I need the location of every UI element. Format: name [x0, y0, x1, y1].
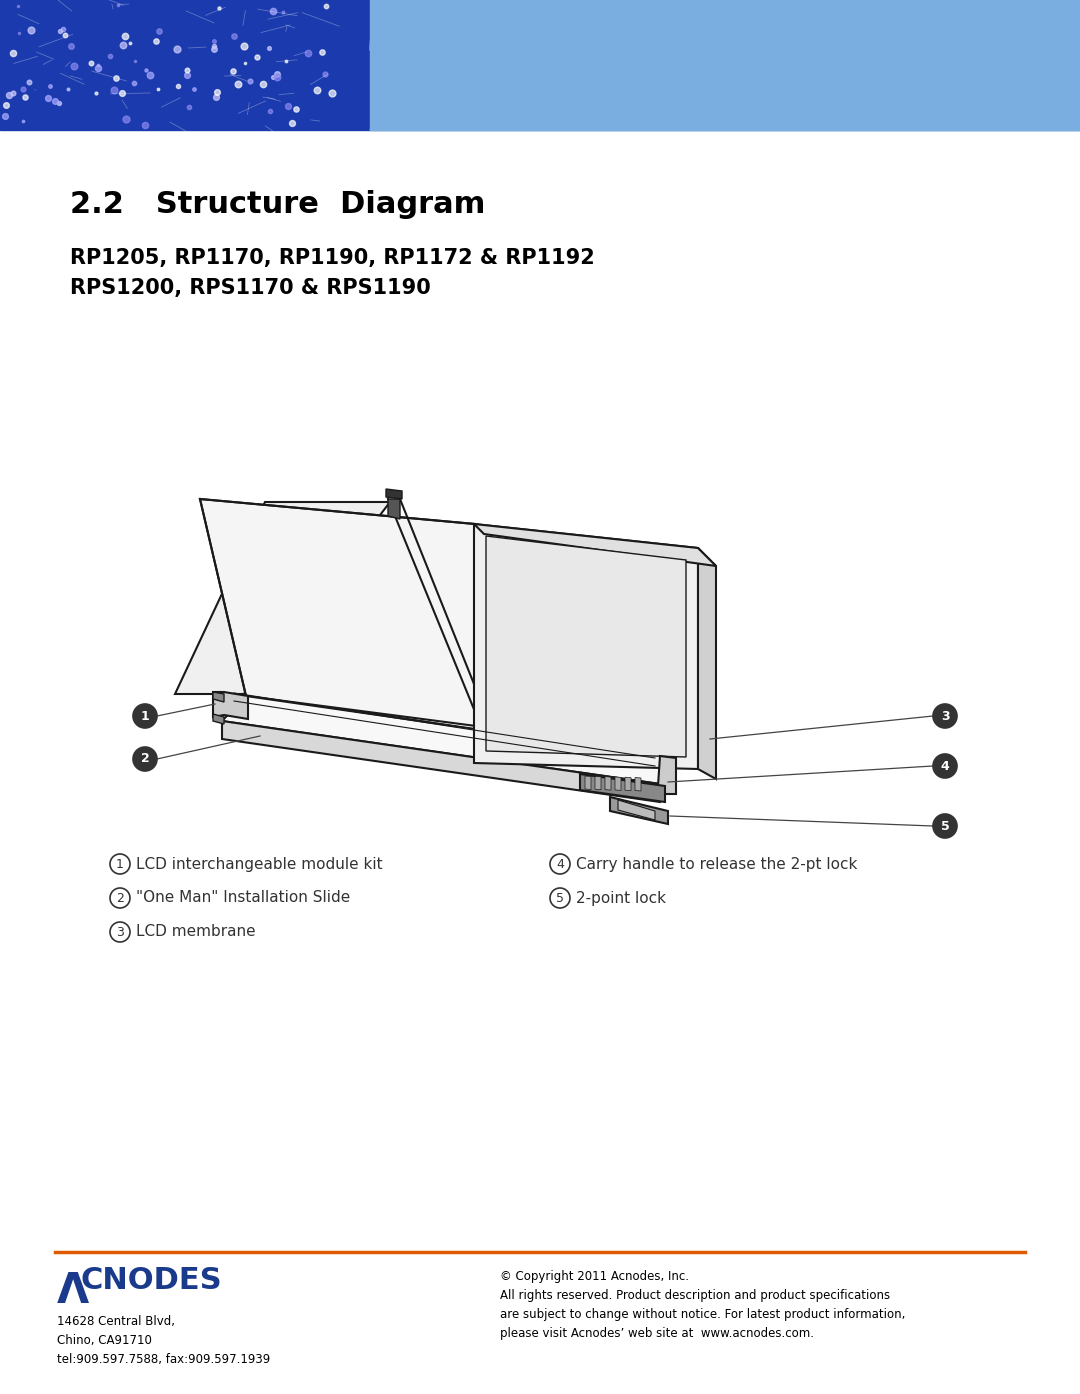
Text: CNODES: CNODES — [81, 1266, 222, 1295]
Text: Carry handle to release the 2-pt lock: Carry handle to release the 2-pt lock — [576, 856, 858, 871]
Polygon shape — [175, 502, 390, 694]
Polygon shape — [213, 691, 224, 703]
Text: 4: 4 — [941, 760, 949, 772]
Polygon shape — [658, 756, 676, 795]
Text: 3: 3 — [116, 926, 124, 938]
Text: 5: 5 — [941, 820, 949, 832]
Text: © Copyright 2011 Acnodes, Inc.
All rights reserved. Product description and prod: © Copyright 2011 Acnodes, Inc. All right… — [500, 1270, 905, 1340]
Text: 4: 4 — [556, 857, 564, 870]
Text: RPS1200, RPS1170 & RPS1190: RPS1200, RPS1170 & RPS1190 — [70, 277, 431, 298]
Text: LCD membrane: LCD membrane — [136, 924, 256, 940]
Polygon shape — [635, 778, 642, 790]
Text: 2: 2 — [140, 753, 149, 765]
Polygon shape — [474, 524, 716, 566]
Text: 1: 1 — [140, 710, 149, 722]
Text: Λ: Λ — [57, 1270, 90, 1312]
Polygon shape — [244, 694, 660, 776]
Polygon shape — [615, 776, 621, 790]
Text: RP1205, RP1170, RP1190, RP1172 & RP1192: RP1205, RP1170, RP1190, RP1172 & RP1192 — [70, 248, 595, 268]
Polygon shape — [388, 499, 400, 519]
Text: "One Man" Installation Slide: "One Man" Installation Slide — [136, 891, 350, 906]
Circle shape — [110, 888, 130, 907]
Circle shape — [133, 747, 157, 771]
Polygon shape — [580, 774, 665, 802]
Text: 2.2   Structure  Diagram: 2.2 Structure Diagram — [70, 190, 485, 219]
Text: LCD interchangeable module kit: LCD interchangeable module kit — [136, 856, 382, 871]
Circle shape — [133, 704, 157, 728]
Text: 5: 5 — [556, 892, 564, 905]
Text: 3: 3 — [941, 710, 949, 722]
Polygon shape — [698, 548, 716, 779]
Polygon shape — [618, 800, 654, 820]
Circle shape — [110, 855, 130, 874]
Polygon shape — [222, 696, 676, 783]
Circle shape — [933, 814, 957, 838]
Polygon shape — [222, 721, 660, 802]
Polygon shape — [585, 776, 591, 789]
Polygon shape — [486, 537, 686, 757]
Bar — [370, 0, 1080, 130]
Text: 1: 1 — [116, 857, 124, 870]
Polygon shape — [625, 778, 631, 790]
Circle shape — [933, 754, 957, 778]
Text: 2-point lock: 2-point lock — [576, 891, 666, 906]
Circle shape — [550, 855, 570, 874]
Circle shape — [110, 921, 130, 942]
Polygon shape — [213, 714, 224, 723]
Polygon shape — [386, 489, 402, 499]
Circle shape — [933, 704, 957, 728]
Polygon shape — [610, 797, 669, 824]
Polygon shape — [605, 776, 611, 790]
Text: 2: 2 — [116, 892, 124, 905]
Polygon shape — [370, 0, 450, 130]
Polygon shape — [200, 499, 476, 726]
Polygon shape — [595, 776, 600, 790]
Polygon shape — [213, 691, 248, 719]
Text: 14628 Central Blvd,
Chino, CA91710
tel:909.597.7588, fax:909.597.1939: 14628 Central Blvd, Chino, CA91710 tel:9… — [57, 1315, 270, 1366]
Bar — [0, 0, 1080, 130]
Circle shape — [550, 888, 570, 907]
Polygon shape — [474, 524, 698, 769]
